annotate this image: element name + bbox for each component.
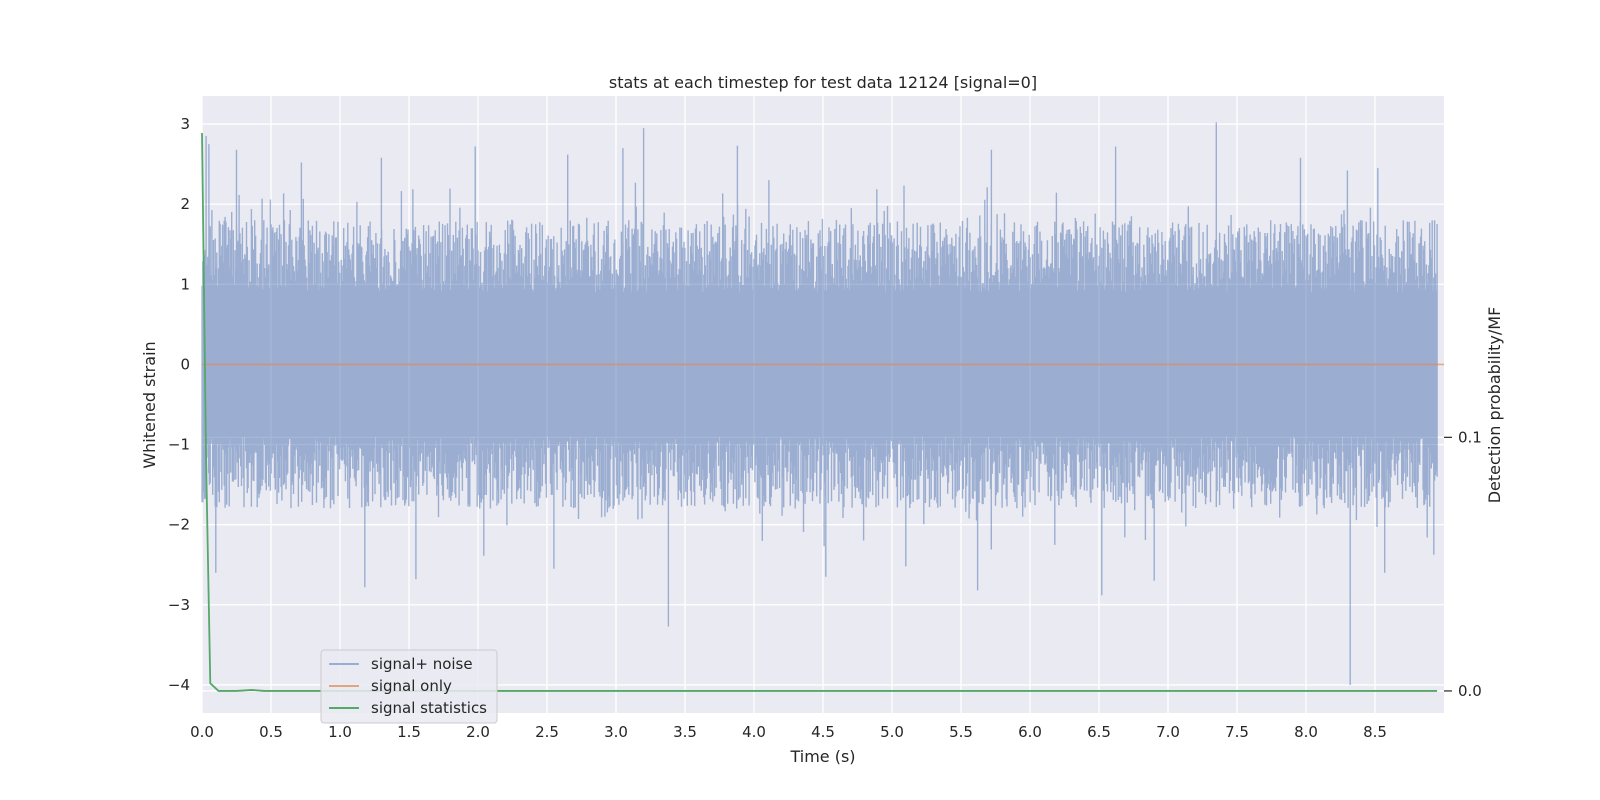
legend-label-signal-noise: signal+ noise <box>371 655 473 673</box>
x-tick-label: 1.0 <box>328 723 352 741</box>
x-tick-label: 8.0 <box>1294 723 1318 741</box>
x-tick-label: 7.0 <box>1156 723 1180 741</box>
y-tick-label: 0 <box>180 355 190 373</box>
y2-tick-label: 0.1 <box>1458 428 1482 446</box>
x-tick-label: 0.0 <box>190 723 214 741</box>
y-tick-label: 1 <box>180 275 190 293</box>
x-tick-label: 6.0 <box>1018 723 1042 741</box>
y-tick-label: −1 <box>168 436 190 454</box>
x-tick-label: 0.5 <box>259 723 283 741</box>
y-tick-label: −2 <box>168 516 190 534</box>
series-signal-noise <box>201 122 1438 685</box>
legend-box <box>320 649 498 724</box>
x-axis-label: Time (s) <box>789 747 855 766</box>
y-tick-label: 2 <box>180 195 190 213</box>
noise-trace <box>201 122 1438 685</box>
x-tick-label: 8.5 <box>1363 723 1387 741</box>
y-tick-label: −3 <box>168 596 190 614</box>
x-tick-label: 3.0 <box>604 723 628 741</box>
legend: signal+ noise signal only signal statist… <box>320 649 498 724</box>
y2-axis-label: Detection probability/MF <box>1485 307 1504 504</box>
y-tick-label: −4 <box>168 676 190 694</box>
x-tick-label: 7.5 <box>1225 723 1249 741</box>
x-tick-label: 6.5 <box>1087 723 1111 741</box>
x-tick-label: 3.5 <box>673 723 697 741</box>
y-tick-label: 3 <box>180 115 190 133</box>
x-tick-label: 5.0 <box>880 723 904 741</box>
x-tick-label: 1.5 <box>397 723 421 741</box>
legend-label-signal-statistics: signal statistics <box>371 699 487 717</box>
x-tick-label: 4.0 <box>742 723 766 741</box>
signal-statistics-line <box>201 133 1438 692</box>
y2-tick-label: 0.0 <box>1458 682 1482 700</box>
y-axis-label: Whitened strain <box>140 341 159 468</box>
x-tick-label: 4.5 <box>811 723 835 741</box>
x-tick-label: 2.5 <box>535 723 559 741</box>
series-signal-statistics <box>201 133 1438 692</box>
legend-label-signal-only: signal only <box>371 677 452 695</box>
tick-labels: 0.0 0.5 1.0 1.5 2.0 2.5 3.0 3.5 4.0 4.5 5.0 5.5 6.0 6… <box>168 115 1482 741</box>
x-tick-label: 2.0 <box>466 723 490 741</box>
chart-title: stats at each timestep for test data 121… <box>609 73 1037 92</box>
x-tick-label: 5.5 <box>949 723 973 741</box>
